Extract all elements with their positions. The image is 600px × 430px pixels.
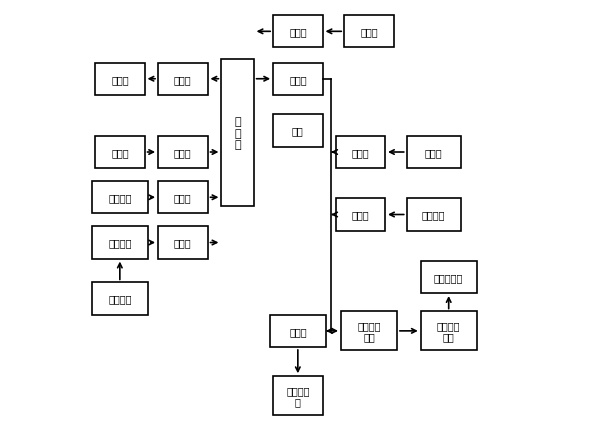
Bar bbox=[407, 199, 461, 231]
Text: 废液收集
器: 废液收集 器 bbox=[286, 385, 310, 406]
Bar bbox=[407, 137, 461, 169]
Text: 蠕动泵: 蠕动泵 bbox=[174, 193, 191, 203]
Text: 络合剂: 络合剂 bbox=[360, 27, 378, 37]
Text: 光电探测
装置: 光电探测 装置 bbox=[357, 320, 381, 342]
Text: 蠕动泵: 蠕动泵 bbox=[174, 147, 191, 158]
Text: 样品溶液: 样品溶液 bbox=[108, 238, 131, 248]
Bar bbox=[344, 16, 394, 49]
Bar bbox=[421, 261, 477, 293]
Text: 数据处理
装置: 数据处理 装置 bbox=[437, 320, 460, 342]
Text: 蠕动泵: 蠕动泵 bbox=[174, 74, 191, 85]
Text: 氧化剂: 氧化剂 bbox=[111, 147, 128, 158]
Text: 蠕动泵: 蠕动泵 bbox=[289, 74, 307, 85]
Bar bbox=[341, 312, 397, 350]
Text: 络合剂: 络合剂 bbox=[425, 147, 442, 158]
Bar bbox=[421, 312, 477, 350]
Text: 发光试剂: 发光试剂 bbox=[422, 210, 445, 220]
Bar bbox=[273, 63, 323, 95]
Text: 检测室: 检测室 bbox=[289, 326, 307, 336]
Bar bbox=[335, 199, 385, 231]
Bar bbox=[158, 227, 208, 259]
Bar bbox=[158, 137, 208, 169]
Bar bbox=[273, 115, 323, 147]
Bar bbox=[92, 227, 148, 259]
Text: 蠕动泵: 蠕动泵 bbox=[352, 210, 369, 220]
Bar bbox=[221, 60, 254, 206]
Text: 富
集
室: 富 集 室 bbox=[234, 117, 241, 150]
Text: 富集液: 富集液 bbox=[111, 74, 128, 85]
Text: 蠕动泵: 蠕动泵 bbox=[289, 27, 307, 37]
Bar bbox=[95, 137, 145, 169]
Bar bbox=[158, 63, 208, 95]
Bar bbox=[92, 283, 148, 315]
Text: 氮气: 氮气 bbox=[292, 126, 304, 136]
Text: 空白溶液: 空白溶液 bbox=[108, 294, 131, 304]
Text: 蠕动泵: 蠕动泵 bbox=[352, 147, 369, 158]
Text: 缓冲溶液: 缓冲溶液 bbox=[108, 193, 131, 203]
Bar bbox=[95, 63, 145, 95]
Bar bbox=[158, 181, 208, 214]
Bar bbox=[270, 315, 326, 347]
Bar bbox=[273, 16, 323, 49]
Bar bbox=[273, 376, 323, 415]
Text: 显示、存储: 显示、存储 bbox=[434, 272, 463, 283]
Text: 蠕动泵: 蠕动泵 bbox=[174, 238, 191, 248]
Bar bbox=[335, 137, 385, 169]
Bar bbox=[92, 181, 148, 214]
